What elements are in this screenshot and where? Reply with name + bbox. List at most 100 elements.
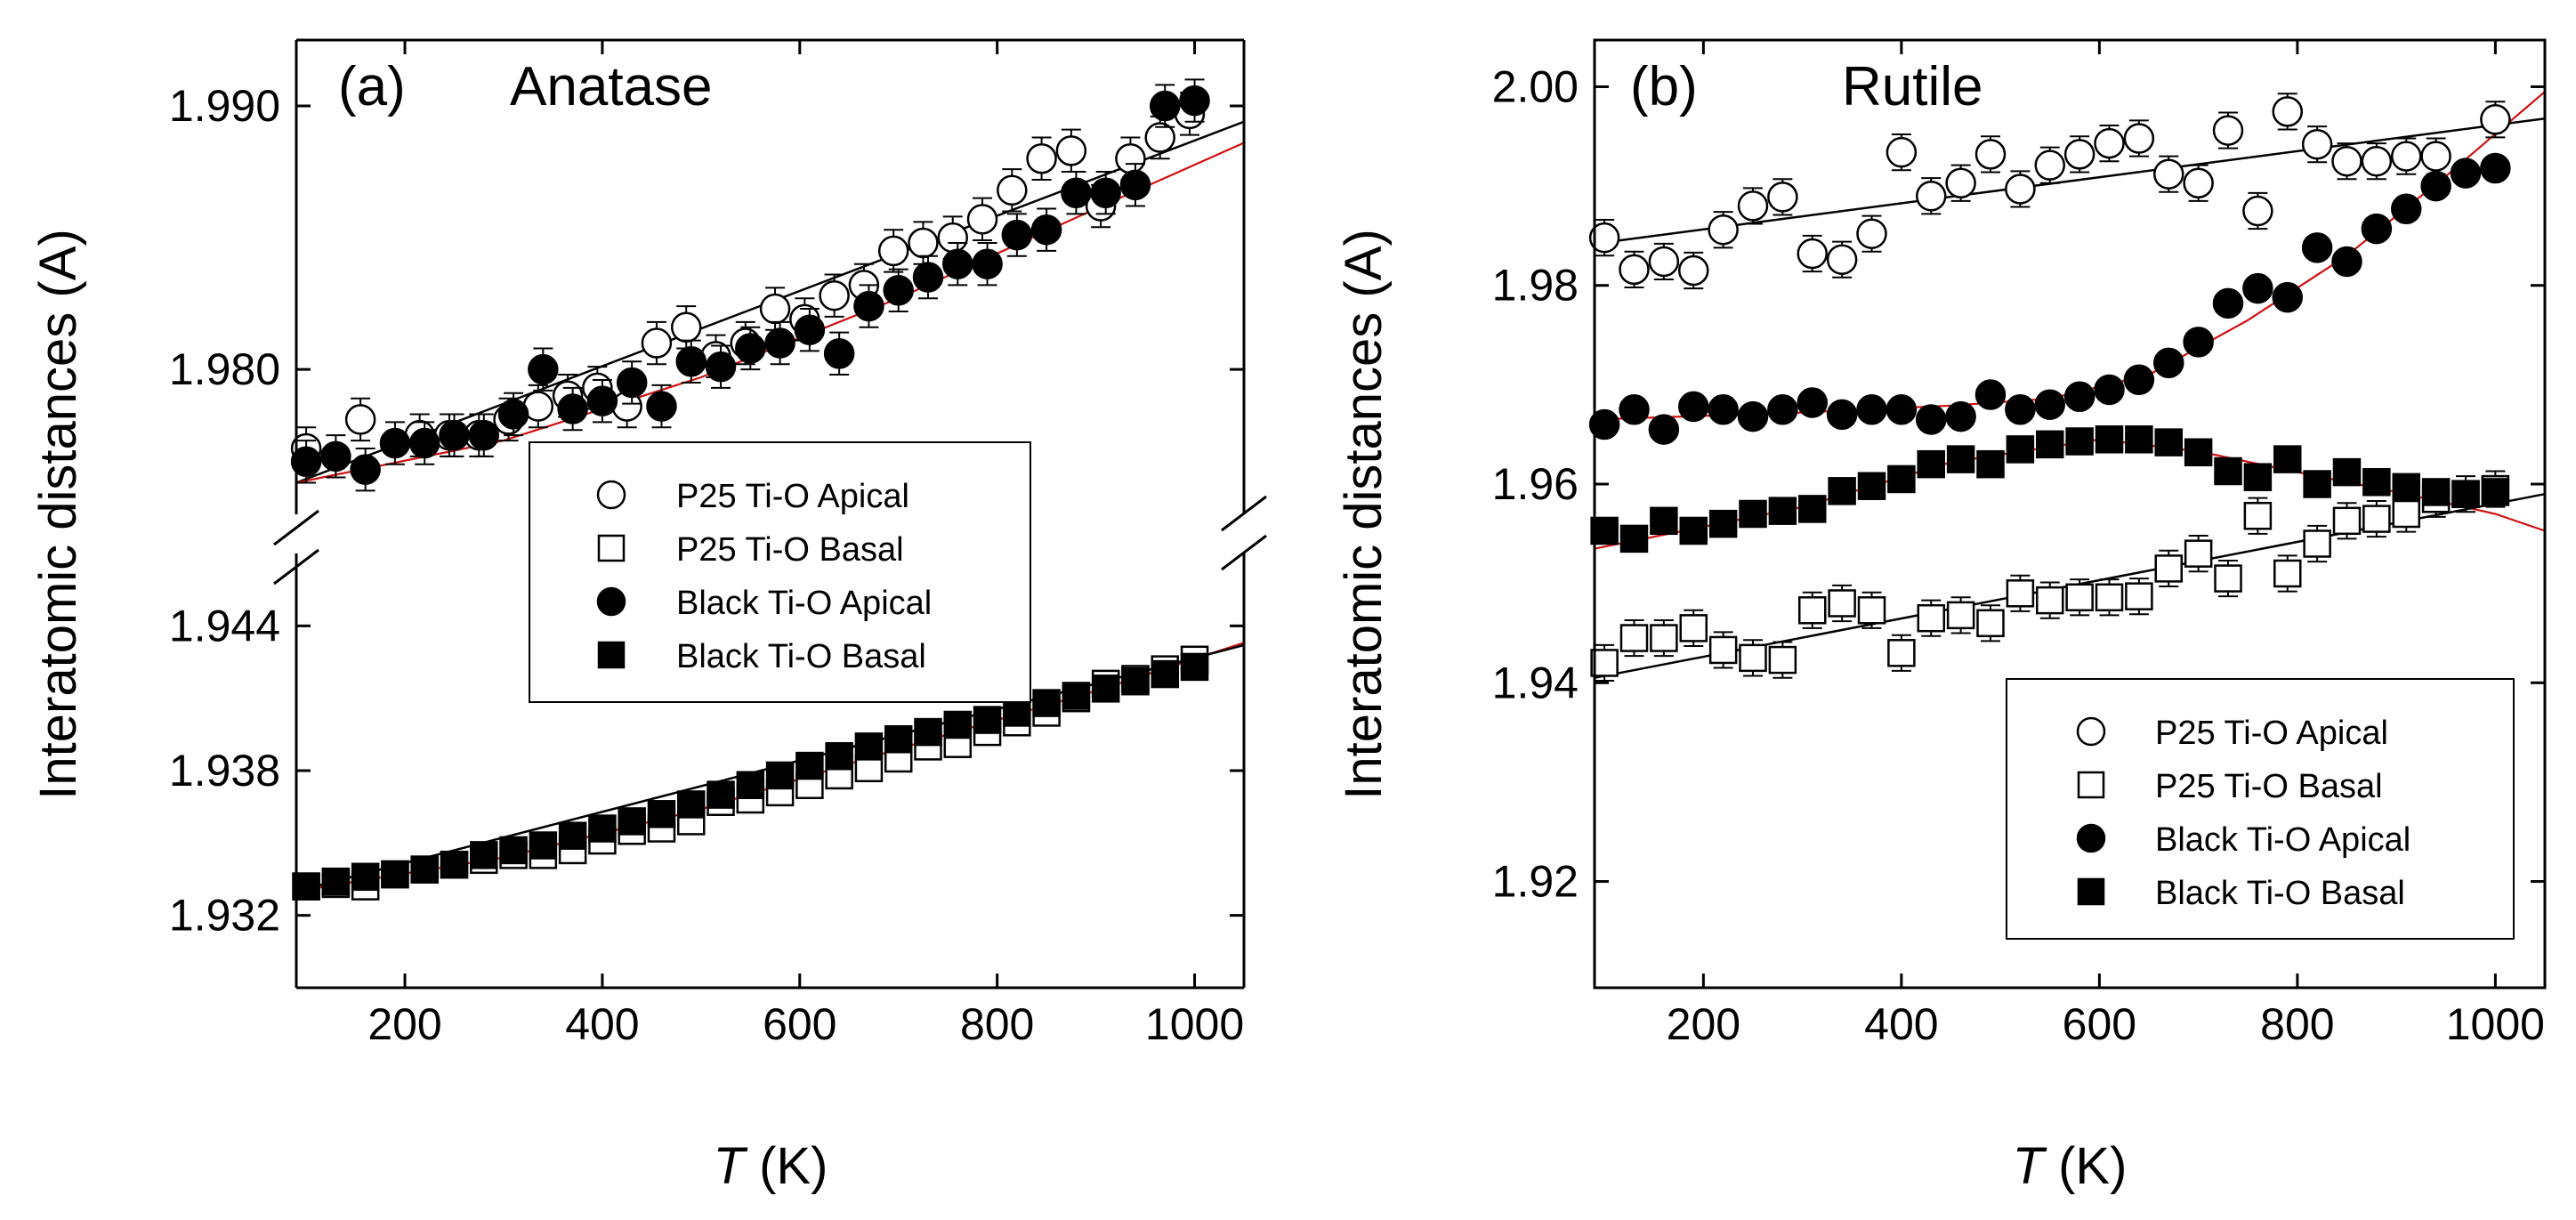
data-point: [2451, 480, 2480, 508]
data-point: [883, 275, 914, 306]
y-tick-label: 1.990: [169, 81, 280, 131]
panel-b-axes-frame: [1593, 38, 2547, 990]
data-point: [765, 761, 795, 790]
data-point: [1797, 238, 1828, 270]
data-point: [1678, 255, 1709, 287]
data-point: [1708, 394, 1739, 425]
panel-b-legend-entry-2: P25 Ti-O Basal: [2077, 768, 2383, 805]
data-point: [1767, 394, 1798, 425]
data-point: [2331, 145, 2362, 177]
legend-filled-square-marker: [2077, 877, 2105, 906]
panel-b-y-axis-title: Interatomic distances (A): [1335, 229, 1393, 799]
data-point: [2123, 123, 2155, 154]
legend-filled-square-marker: [597, 641, 626, 669]
data-point: [1916, 181, 1947, 212]
legend-open-square-marker: [2077, 771, 2105, 799]
data-point: [1179, 85, 1210, 117]
data-point: [1887, 465, 1916, 494]
data-point: [1828, 589, 1856, 618]
data-point: [2094, 374, 2125, 406]
data-point: [759, 293, 791, 325]
y-tick-label: 2.00: [1492, 61, 1579, 111]
data-point: [1768, 645, 1797, 675]
panel-a-series-black-ti-o-apical: [290, 78, 1210, 492]
data-point: [1619, 524, 1649, 553]
legend-label: Black Ti-O Apical: [676, 585, 932, 622]
x-tick-label: 800: [2260, 999, 2334, 1049]
data-point: [1828, 477, 1856, 505]
legend-label: P25 Ti-O Basal: [676, 531, 904, 569]
data-point: [942, 248, 973, 279]
data-point: [1798, 495, 1827, 523]
data-point: [2420, 170, 2451, 202]
x-tick-label: 1000: [1145, 999, 1244, 1049]
data-point: [1648, 246, 1680, 278]
data-point: [588, 814, 617, 843]
legend-label: P25 Ti-O Apical: [2155, 715, 2388, 752]
data-point: [1974, 139, 2007, 170]
data-point: [439, 419, 470, 451]
data-point: [558, 821, 587, 850]
data-point: [2036, 430, 2064, 459]
data-point: [1679, 516, 1708, 545]
data-point: [2243, 501, 2273, 530]
data-point: [440, 850, 469, 879]
y-tick-label: 1.92: [1492, 857, 1579, 907]
data-point: [350, 454, 381, 485]
data-point: [2212, 115, 2244, 146]
data-point: [616, 367, 648, 399]
data-point: [1648, 414, 1680, 445]
data-point: [2036, 586, 2064, 615]
data-point: [2125, 582, 2153, 610]
panel-a-axis-break-right: [1221, 495, 1267, 571]
data-point: [1886, 136, 1918, 168]
data-point: [1679, 614, 1708, 642]
legend-label: P25 Ti-O Basal: [2155, 768, 2383, 805]
data-point: [1619, 624, 1649, 652]
data-point: [675, 346, 707, 377]
y-tick-label: 1.938: [169, 746, 280, 796]
data-point: [470, 841, 498, 869]
data-point: [2065, 427, 2094, 456]
data-point: [1001, 219, 1033, 251]
panel-b-title: Rutile: [1842, 56, 1983, 117]
legend-open-square-marker: [597, 534, 626, 562]
data-point: [2153, 347, 2184, 379]
data-point: [2421, 478, 2451, 506]
data-point: [2480, 104, 2511, 135]
data-point: [1032, 689, 1061, 717]
data-point: [1737, 400, 1769, 432]
panel-b-label: (b): [1630, 56, 1698, 117]
panel-b-legend-entry-1: P25 Ti-O Apical: [2076, 715, 2388, 752]
data-point: [1916, 404, 1947, 435]
data-point: [1767, 182, 1798, 213]
data-point: [1797, 387, 1828, 418]
data-point: [320, 440, 351, 473]
data-point: [2184, 438, 2213, 467]
data-point: [795, 751, 824, 780]
data-point: [2153, 158, 2184, 190]
data-point: [1619, 394, 1650, 425]
data-point: [1917, 603, 1945, 633]
data-point: [647, 800, 676, 828]
data-point: [1619, 254, 1650, 286]
panel-a-legend-entry-1: P25 Ti-O Apical: [596, 478, 909, 515]
y-tick-label: 1.944: [169, 601, 280, 650]
data-point: [1798, 596, 1827, 625]
data-point: [1946, 601, 1975, 630]
x-tick-label: 400: [1864, 999, 1938, 1049]
panel-b-data-layer: [1588, 91, 2546, 683]
data-point: [2272, 96, 2303, 127]
data-point: [499, 836, 528, 865]
data-point: [1856, 394, 1887, 425]
data-point: [1588, 408, 1620, 440]
data-point: [2273, 445, 2302, 473]
data-point: [2005, 394, 2036, 425]
data-point: [1121, 667, 1150, 696]
data-point: [973, 706, 1002, 734]
panel-a-label: (a): [338, 56, 406, 117]
data-point: [2420, 141, 2451, 172]
panel-a-y-axis-title: Interatomic distances (A): [29, 229, 87, 799]
data-point: [2123, 364, 2155, 396]
data-point: [2005, 174, 2036, 205]
